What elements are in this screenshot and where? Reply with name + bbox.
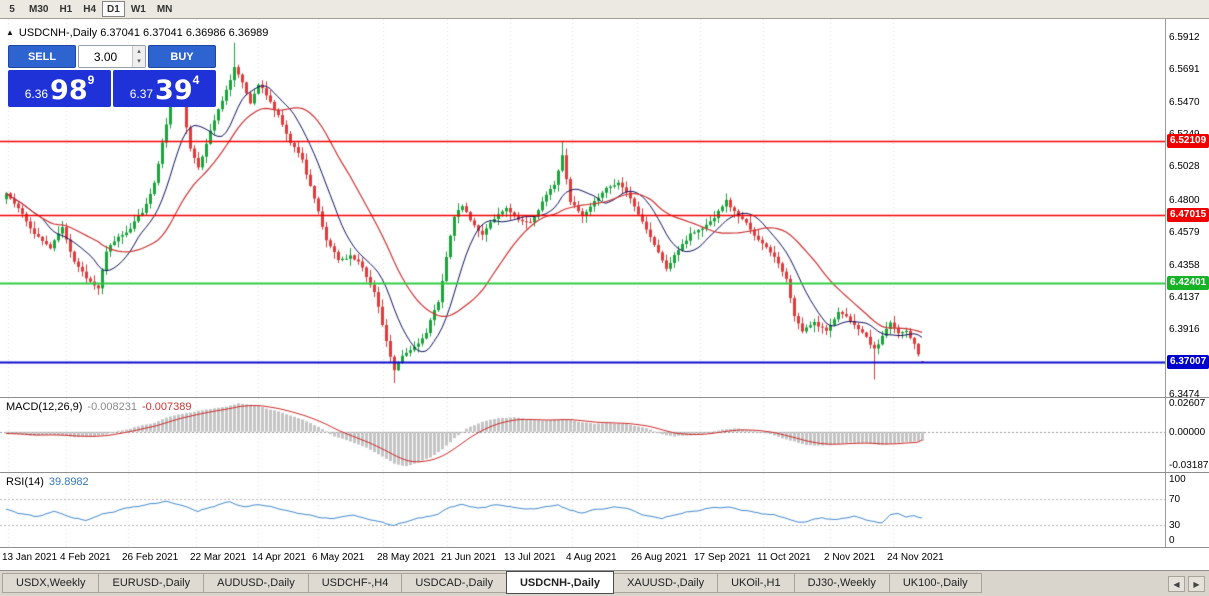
- date-axis-label: 13 Jul 2021: [504, 552, 556, 563]
- chart-tabs-strip: USDX,Weekly EURUSD-,Daily AUDUSD-,Daily USD…: [2, 571, 982, 594]
- tab-scroll-left-button[interactable]: ◀: [1168, 576, 1185, 592]
- buy-price-display[interactable]: 6.37 39 4: [113, 70, 216, 107]
- date-axis-label: 11 Oct 2021: [757, 552, 811, 563]
- rsi-axis[interactable]: 100 70 30 0: [1165, 473, 1209, 547]
- sell-price-prefix: 6.36: [24, 87, 49, 101]
- buy-price-prefix: 6.37: [129, 87, 154, 101]
- buy-price-big: 39: [155, 75, 193, 106]
- tab-scroll-controls: ◀ ▶: [1168, 576, 1205, 592]
- symbol-ohlc-label: ▲ USDCNH-,Daily 6.37041 6.37041 6.36986 …: [6, 27, 268, 39]
- price-axis-label: 6.5470: [1169, 96, 1200, 108]
- macd-main-value: -0.008231: [87, 401, 137, 413]
- price-axis[interactable]: 6.59126.56916.54706.52496.50286.48006.45…: [1165, 19, 1209, 400]
- hline-price-badge: 6.42401: [1167, 275, 1209, 290]
- price-axis-label: 6.3916: [1169, 324, 1200, 336]
- date-axis-label: 26 Feb 2021: [122, 552, 179, 563]
- panel-separator[interactable]: [0, 472, 1209, 473]
- timeframe-toolbar: 5 M30 H1 H4 D1 W1 MN: [0, 0, 1209, 19]
- chart-tab-xauusd-daily[interactable]: XAUUSD-,Daily: [613, 573, 719, 593]
- volume-decrease-button[interactable]: ▾: [133, 56, 145, 67]
- timeframe-button-h4[interactable]: H4: [83, 3, 97, 15]
- price-axis-label: 6.3474: [1169, 389, 1200, 400]
- symbol-ohlc-text: USDCNH-,Daily 6.37041 6.37041 6.36986 6.…: [18, 27, 269, 39]
- price-axis-label: 6.5912: [1169, 32, 1200, 43]
- rsi-axis-label: 0: [1169, 535, 1175, 546]
- chart-tab-audusd-daily[interactable]: AUDUSD-,Daily: [203, 573, 309, 593]
- hline-price-badge: 6.47015: [1167, 208, 1209, 223]
- chart-tabs-bar: USDX,Weekly EURUSD-,Daily AUDUSD-,Daily USD…: [0, 570, 1209, 596]
- volume-increase-button[interactable]: ▴: [133, 46, 145, 57]
- timeframe-button-h1[interactable]: H1: [59, 3, 73, 15]
- chart-tab-usdcnh-daily[interactable]: USDCNH-,Daily: [505, 571, 615, 594]
- hline-price-badge: 6.37007: [1167, 354, 1209, 369]
- date-axis-label: 6 May 2021: [312, 552, 365, 563]
- date-axis-label: 14 Apr 2021: [252, 552, 306, 563]
- rsi-indicator-label: RSI(14) 39.8982: [6, 476, 89, 488]
- panel-separator[interactable]: [0, 397, 1209, 398]
- date-axis-label: 26 Aug 2021: [631, 552, 688, 563]
- timeframe-button-m30[interactable]: M30: [29, 3, 49, 15]
- buy-button[interactable]: BUY: [148, 45, 216, 68]
- date-axis-label: 22 Mar 2021: [190, 552, 247, 563]
- chart-tab-ukoil-h1[interactable]: UKOil-,H1: [717, 573, 795, 593]
- date-axis-label: 4 Aug 2021: [566, 552, 617, 563]
- sell-price-big: 98: [50, 75, 88, 106]
- chart-tab-usdx-weekly[interactable]: USDX,Weekly: [2, 573, 100, 593]
- price-axis-label: 6.4800: [1169, 194, 1200, 206]
- rsi-axis-label: 30: [1169, 519, 1181, 531]
- macd-axis-label: -0.03187: [1169, 460, 1209, 471]
- date-axis-label: 28 May 2021: [377, 552, 435, 563]
- price-axis-label: 6.4358: [1169, 259, 1200, 271]
- panel-separator: [0, 547, 1209, 548]
- date-axis-label: 21 Jun 2021: [441, 552, 497, 563]
- macd-indicator-label: MACD(12,26,9) -0.008231 -0.007389: [6, 401, 192, 413]
- macd-axis[interactable]: 0.02607 0.00000 -0.03187: [1165, 398, 1209, 472]
- chart-tab-uk100-daily[interactable]: UK100-,Daily: [888, 573, 982, 593]
- rsi-axis-label: 100: [1169, 474, 1186, 485]
- timeframe-button-w1[interactable]: W1: [130, 3, 146, 15]
- chart-tab-dj30-weekly[interactable]: DJ30-,Weekly: [793, 573, 890, 593]
- sell-price-sup: 9: [87, 73, 95, 87]
- date-axis-label: 17 Sep 2021: [694, 552, 751, 563]
- rsi-name: RSI(14): [6, 476, 44, 488]
- time-axis[interactable]: 13 Jan 2021 4 Feb 2021 26 Feb 2021 22 Mar 2…: [0, 548, 1165, 570]
- volume-input[interactable]: [79, 46, 132, 67]
- rsi-chart-canvas[interactable]: [0, 473, 1165, 547]
- price-axis-label: 6.5028: [1169, 161, 1200, 173]
- chart-tab-usdchf-h4[interactable]: USDCHF-,H4: [307, 573, 403, 593]
- macd-signal-value: -0.007389: [141, 401, 192, 413]
- price-axis-label: 6.4579: [1169, 227, 1200, 239]
- date-axis-label: 4 Feb 2021: [60, 552, 111, 563]
- chart-window: 6.59126.56916.54706.52496.50286.48006.45…: [0, 19, 1209, 570]
- tab-scroll-right-button[interactable]: ▶: [1188, 576, 1205, 592]
- macd-axis-label: 0.02607: [1169, 398, 1206, 409]
- price-axis-label: 6.4137: [1169, 291, 1200, 303]
- one-click-trading-panel: SELL ▴ ▾ BUY 6.36 98 9 6.37: [8, 45, 216, 107]
- rsi-value: 39.8982: [48, 476, 89, 488]
- timeframe-button-5[interactable]: 5: [9, 3, 15, 15]
- rsi-panel: 100 70 30 0 RSI(14) 39.8982: [0, 473, 1209, 547]
- date-axis-label: 24 Nov 2021: [887, 552, 944, 563]
- price-axis-label: 6.5691: [1169, 64, 1200, 76]
- rsi-axis-label: 70: [1169, 493, 1181, 505]
- date-axis-label: 2 Nov 2021: [824, 552, 876, 563]
- sell-button[interactable]: SELL: [8, 45, 76, 68]
- chart-tab-eurusd-daily[interactable]: EURUSD-,Daily: [98, 573, 205, 593]
- timeframe-button-mn[interactable]: MN: [156, 3, 173, 15]
- volume-spinner: ▴ ▾: [132, 46, 145, 67]
- chart-tab-usdcad-daily[interactable]: USDCAD-,Daily: [401, 573, 507, 593]
- date-axis-label: 13 Jan 2021: [2, 552, 58, 563]
- hline-price-badge: 6.52109: [1167, 133, 1209, 148]
- macd-axis-label: 0.00000: [1169, 426, 1206, 438]
- buy-price-sup: 4: [192, 73, 200, 87]
- one-click-toggle-icon[interactable]: ▲: [6, 28, 14, 37]
- sell-price-display[interactable]: 6.36 98 9: [8, 70, 111, 107]
- macd-panel: 0.02607 0.00000 -0.03187 MACD(12,26,9) -0.0…: [0, 398, 1209, 472]
- timeframe-button-d1[interactable]: D1: [102, 1, 125, 17]
- macd-chart-canvas[interactable]: [0, 398, 1165, 472]
- volume-input-group: ▴ ▾: [78, 45, 146, 68]
- macd-name: MACD(12,26,9): [6, 401, 83, 413]
- price-panel: 6.59126.56916.54706.52496.50286.48006.45…: [0, 19, 1209, 400]
